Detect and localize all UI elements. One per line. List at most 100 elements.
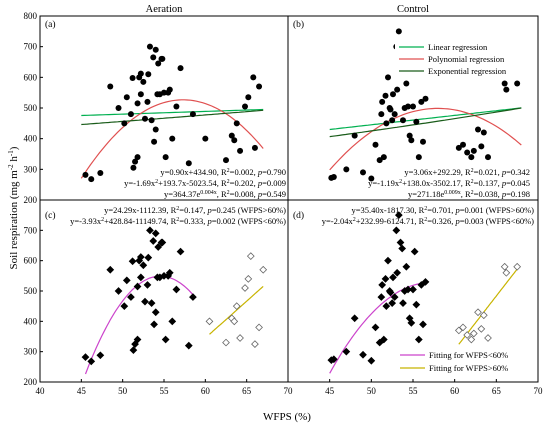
data-point bbox=[244, 275, 253, 283]
data-point bbox=[360, 169, 366, 176]
legend-panel-b: Linear regression Polynomial regression … bbox=[395, 40, 537, 78]
data-point bbox=[237, 147, 244, 154]
data-point bbox=[382, 92, 389, 99]
data-point bbox=[394, 211, 403, 220]
data-point bbox=[484, 334, 492, 342]
fit-low-c bbox=[84, 275, 194, 375]
data-point bbox=[159, 55, 166, 62]
data-point bbox=[127, 111, 134, 118]
data-point bbox=[394, 86, 401, 93]
data-point bbox=[372, 141, 379, 148]
data-point bbox=[146, 43, 153, 50]
data-point bbox=[375, 338, 384, 347]
data-point bbox=[421, 278, 430, 286]
data-point bbox=[223, 157, 229, 164]
data-point bbox=[470, 147, 477, 154]
data-point bbox=[418, 98, 425, 105]
data-point bbox=[419, 320, 427, 329]
data-point bbox=[106, 265, 115, 274]
data-point bbox=[376, 157, 383, 164]
data-point bbox=[396, 238, 405, 247]
x-tick-label-c: 60 bbox=[201, 386, 211, 396]
data-point bbox=[503, 86, 510, 93]
data-point bbox=[475, 126, 481, 133]
data-point bbox=[379, 335, 388, 344]
data-point bbox=[96, 351, 105, 360]
x-tick-label-c: 65 bbox=[242, 386, 252, 396]
y-tick-label-c: 700 bbox=[24, 225, 38, 235]
data-point bbox=[177, 65, 184, 72]
data-point bbox=[141, 297, 149, 306]
data-point bbox=[256, 83, 263, 90]
data-point bbox=[147, 299, 156, 307]
data-point bbox=[133, 282, 142, 291]
data-point bbox=[467, 335, 476, 344]
data-point bbox=[115, 105, 122, 111]
x-tick-label-d: 60 bbox=[450, 386, 460, 396]
linear-fit-b bbox=[329, 107, 522, 131]
data-point bbox=[259, 265, 268, 274]
fit-high-c bbox=[209, 285, 264, 335]
data-point bbox=[205, 317, 214, 326]
y-tick-label-a: 600 bbox=[24, 72, 38, 82]
y-tick-label-c: 200 bbox=[24, 377, 38, 387]
data-point bbox=[148, 117, 155, 124]
data-point bbox=[410, 103, 416, 110]
data-point bbox=[393, 268, 402, 277]
data-point bbox=[162, 154, 169, 161]
y-tick-label-c: 400 bbox=[24, 316, 38, 326]
data-point bbox=[387, 106, 394, 113]
data-point bbox=[469, 329, 478, 338]
data-point bbox=[389, 117, 396, 124]
data-point bbox=[395, 28, 402, 35]
data-point bbox=[415, 154, 422, 161]
panel-label-a: (a) bbox=[45, 19, 56, 30]
data-point bbox=[501, 80, 508, 87]
data-point bbox=[390, 293, 399, 301]
x-tick-label-c: 40 bbox=[36, 386, 46, 396]
legend-label-exponential: Exponential regression bbox=[428, 66, 507, 76]
equation-b-polynomial: y=-1.19x2+138.0x-3502.17, R2=0.137, p=0.… bbox=[368, 178, 530, 188]
y-tick-label-a: 200 bbox=[24, 195, 38, 205]
panel-c-frame bbox=[39, 199, 289, 383]
data-point bbox=[189, 293, 197, 301]
data-point bbox=[144, 98, 151, 105]
data-points bbox=[81, 28, 522, 366]
exponential-fit-a bbox=[81, 109, 264, 126]
data-point bbox=[114, 287, 123, 295]
x-tick-label-d: 45 bbox=[325, 386, 335, 396]
data-point bbox=[232, 302, 241, 311]
data-point bbox=[127, 293, 135, 301]
data-point bbox=[514, 80, 521, 87]
data-point bbox=[330, 174, 337, 180]
data-point bbox=[500, 262, 509, 271]
data-point bbox=[150, 54, 157, 61]
data-point bbox=[152, 126, 159, 133]
data-point bbox=[414, 335, 423, 344]
data-point bbox=[468, 154, 475, 161]
data-point bbox=[480, 129, 487, 136]
data-point bbox=[133, 335, 142, 344]
x-tick-label-d: 65 bbox=[492, 386, 502, 396]
data-point bbox=[129, 74, 136, 81]
x-axis-label: WFPS (%) bbox=[263, 411, 311, 423]
data-point bbox=[417, 281, 426, 289]
data-point bbox=[513, 262, 522, 271]
data-point bbox=[121, 120, 128, 127]
data-point bbox=[463, 331, 472, 339]
data-point bbox=[479, 311, 488, 320]
data-point bbox=[379, 98, 386, 105]
data-point bbox=[382, 302, 391, 311]
panel-label-d: (d) bbox=[293, 210, 304, 221]
equation-d-low: y=-2.04x2+232.99-6124.71, R2=0.326, p=0.… bbox=[322, 216, 534, 226]
data-point bbox=[120, 302, 129, 311]
x-tick-label-d: 55 bbox=[409, 386, 419, 396]
data-point bbox=[97, 170, 104, 177]
data-point bbox=[398, 244, 407, 253]
equation-c-high: y=24.29x-1112.39, R2=0.147, p=0.245 (WFP… bbox=[104, 205, 286, 215]
data-point bbox=[392, 226, 401, 235]
x-tick-label-d: 50 bbox=[367, 386, 377, 396]
data-point bbox=[385, 74, 391, 81]
data-point bbox=[151, 229, 160, 238]
